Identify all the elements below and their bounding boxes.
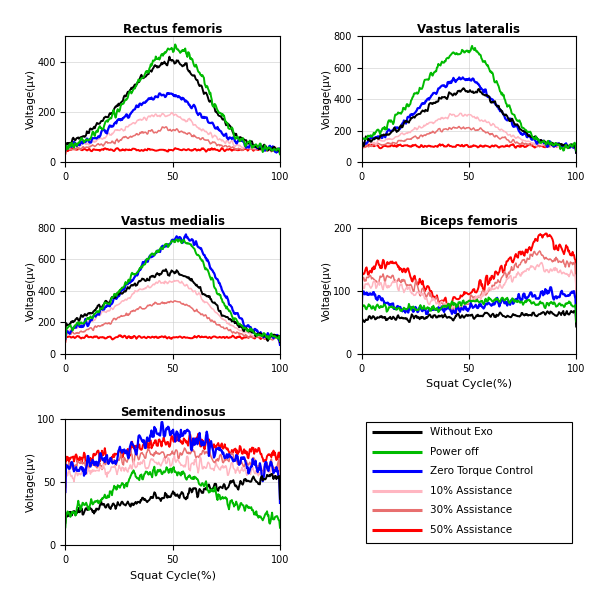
Text: Without Exo: Without Exo [430,427,493,437]
Y-axis label: Voltage(μv): Voltage(μv) [26,69,36,129]
Y-axis label: Voltage(μv): Voltage(μv) [26,453,36,513]
Title: Vastus medialis: Vastus medialis [121,215,225,228]
Title: Rectus femoris: Rectus femoris [123,24,222,36]
Title: Vastus lateralis: Vastus lateralis [418,24,520,36]
Text: 10% Assistance: 10% Assistance [430,485,513,496]
Title: Biceps femoris: Biceps femoris [420,215,518,228]
X-axis label: Squat Cycle(%): Squat Cycle(%) [129,571,216,581]
Y-axis label: Voltage(μv): Voltage(μv) [322,69,332,129]
Y-axis label: Voltage(μv): Voltage(μv) [26,261,36,321]
Text: 50% Assistance: 50% Assistance [430,525,513,534]
Y-axis label: Voltage(μv): Voltage(μv) [322,261,332,321]
Title: Semitendinosus: Semitendinosus [120,407,226,419]
X-axis label: Squat Cycle(%): Squat Cycle(%) [426,379,512,389]
Text: Power off: Power off [430,447,479,456]
Text: 30% Assistance: 30% Assistance [430,505,513,515]
Text: Zero Torque Control: Zero Torque Control [430,466,533,476]
